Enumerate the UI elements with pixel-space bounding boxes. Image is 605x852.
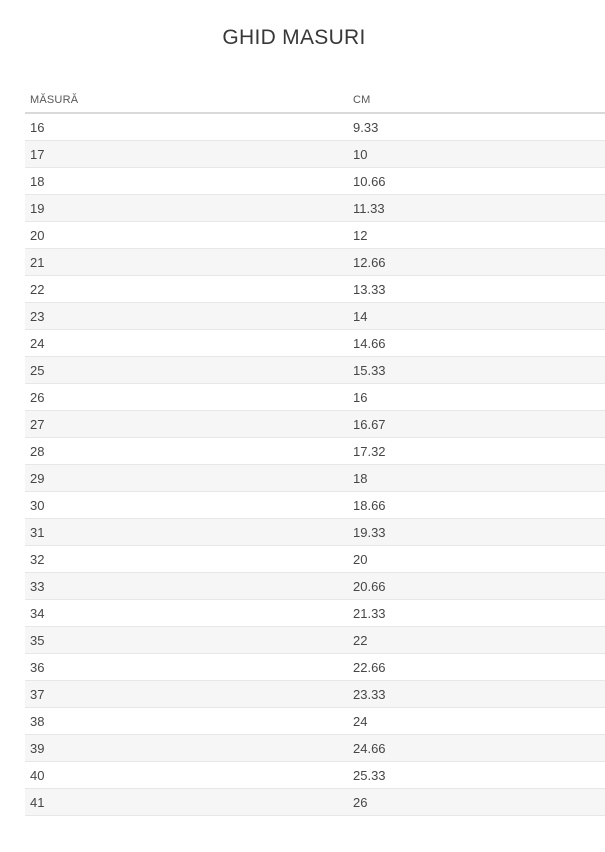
size-value-cell: 37: [25, 680, 348, 708]
size-value-cell: 36: [25, 653, 348, 681]
table-row: 23 14: [25, 302, 605, 330]
table-row: 38 24: [25, 707, 605, 735]
size-value-cell: 19: [25, 194, 348, 222]
size-value-cell: 38: [25, 707, 348, 735]
page-title: GHID MASURI: [222, 26, 366, 49]
table-row: 33 20.66: [25, 572, 605, 600]
column-header-cm: CM: [348, 90, 605, 114]
table-row: 24 14.66: [25, 329, 605, 357]
cm-value-cell: 14: [348, 302, 605, 330]
size-guide-page: GHID MASURI MĂSURĂ CM 16 9.33 17 10 18 10.66 1…: [0, 26, 605, 816]
size-value-cell: 40: [25, 761, 348, 789]
size-value-cell: 35: [25, 626, 348, 654]
cm-value-cell: 24.66: [348, 734, 605, 762]
size-value-cell: 24: [25, 329, 348, 357]
cm-value-cell: 18: [348, 464, 605, 492]
cm-value-cell: 22: [348, 626, 605, 654]
cm-value-cell: 16: [348, 383, 605, 411]
table-row: 17 10: [25, 140, 605, 168]
size-value-cell: 27: [25, 410, 348, 438]
size-value-cell: 21: [25, 248, 348, 276]
table-header-row: MĂSURĂ CM: [25, 90, 605, 114]
table-row: 37 23.33: [25, 680, 605, 708]
cm-value-cell: 15.33: [348, 356, 605, 384]
size-value-cell: 29: [25, 464, 348, 492]
table-row: 28 17.32: [25, 437, 605, 465]
cm-value-cell: 12.66: [348, 248, 605, 276]
table-row: 39 24.66: [25, 734, 605, 762]
size-value-cell: 23: [25, 302, 348, 330]
size-value-cell: 28: [25, 437, 348, 465]
size-value-cell: 41: [25, 788, 348, 816]
table-row: 34 21.33: [25, 599, 605, 627]
table-row: 22 13.33: [25, 275, 605, 303]
table-row: 25 15.33: [25, 356, 605, 384]
table-row: 40 25.33: [25, 761, 605, 789]
cm-value-cell: 14.66: [348, 329, 605, 357]
table-row: 18 10.66: [25, 167, 605, 195]
cm-value-cell: 22.66: [348, 653, 605, 681]
table-row: 29 18: [25, 464, 605, 492]
size-value-cell: 17: [25, 140, 348, 168]
table-row: 27 16.67: [25, 410, 605, 438]
size-value-cell: 34: [25, 599, 348, 627]
cm-value-cell: 25.33: [348, 761, 605, 789]
cm-value-cell: 11.33: [348, 194, 605, 222]
cm-value-cell: 10.66: [348, 167, 605, 195]
table-row: 21 12.66: [25, 248, 605, 276]
size-value-cell: 32: [25, 545, 348, 573]
size-value-cell: 31: [25, 518, 348, 546]
table-row: 26 16: [25, 383, 605, 411]
cm-value-cell: 10: [348, 140, 605, 168]
table-header: MĂSURĂ CM: [25, 90, 605, 114]
cm-value-cell: 20.66: [348, 572, 605, 600]
table-body: 16 9.33 17 10 18 10.66 19 11.33 20 12 21 12.66 22 13.…: [25, 113, 605, 816]
table-row: 20 12: [25, 221, 605, 249]
table-row: 31 19.33: [25, 518, 605, 546]
table-row: 16 9.33: [25, 113, 605, 141]
cm-value-cell: 23.33: [348, 680, 605, 708]
column-header-masura: MĂSURĂ: [25, 90, 348, 114]
cm-value-cell: 26: [348, 788, 605, 816]
size-value-cell: 20: [25, 221, 348, 249]
size-value-cell: 39: [25, 734, 348, 762]
table-row: 32 20: [25, 545, 605, 573]
cm-value-cell: 12: [348, 221, 605, 249]
table-row: 41 26: [25, 788, 605, 816]
cm-value-cell: 17.32: [348, 437, 605, 465]
table-row: 35 22: [25, 626, 605, 654]
size-guide-table: MĂSURĂ CM 16 9.33 17 10 18 10.66 19 11.33 20 12 21…: [25, 90, 605, 816]
cm-value-cell: 13.33: [348, 275, 605, 303]
cm-value-cell: 16.67: [348, 410, 605, 438]
cm-value-cell: 18.66: [348, 491, 605, 519]
table-row: 36 22.66: [25, 653, 605, 681]
cm-value-cell: 9.33: [348, 113, 605, 141]
size-value-cell: 22: [25, 275, 348, 303]
cm-value-cell: 24: [348, 707, 605, 735]
cm-value-cell: 21.33: [348, 599, 605, 627]
size-value-cell: 16: [25, 113, 348, 141]
size-value-cell: 30: [25, 491, 348, 519]
cm-value-cell: 19.33: [348, 518, 605, 546]
size-value-cell: 33: [25, 572, 348, 600]
size-value-cell: 25: [25, 356, 348, 384]
size-value-cell: 26: [25, 383, 348, 411]
size-value-cell: 18: [25, 167, 348, 195]
table-row: 30 18.66: [25, 491, 605, 519]
table-row: 19 11.33: [25, 194, 605, 222]
cm-value-cell: 20: [348, 545, 605, 573]
